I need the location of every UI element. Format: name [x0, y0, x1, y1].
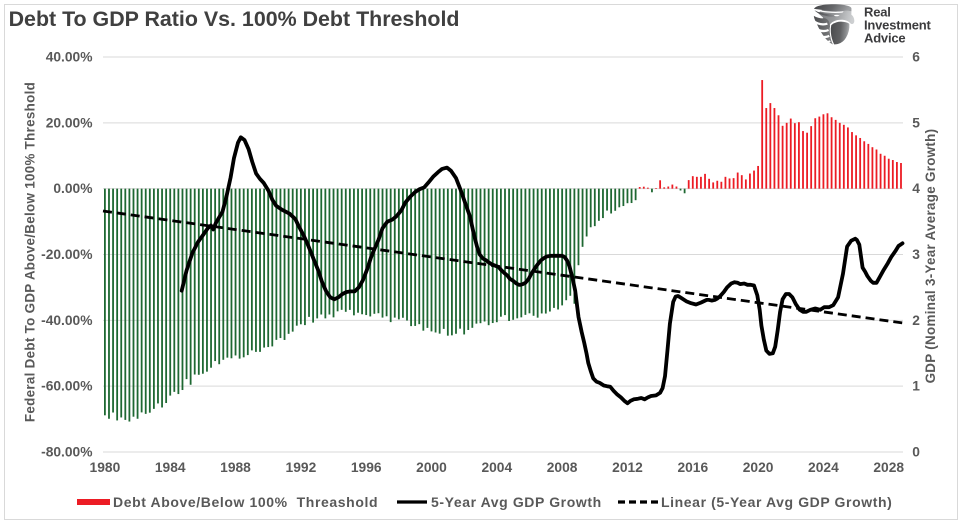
- svg-text:-60.00%: -60.00%: [41, 379, 92, 394]
- svg-text:2000: 2000: [416, 460, 447, 475]
- svg-text:40.00%: 40.00%: [46, 50, 93, 65]
- svg-text:4: 4: [912, 181, 920, 196]
- svg-text:1980: 1980: [90, 460, 121, 475]
- svg-text:0.00%: 0.00%: [53, 181, 92, 196]
- svg-text:Advice: Advice: [864, 31, 905, 46]
- svg-text:2028: 2028: [873, 460, 904, 475]
- svg-text:2020: 2020: [743, 460, 774, 475]
- svg-text:Debt To GDP Ratio Vs. 100% Deb: Debt To GDP Ratio Vs. 100% Debt Threshol…: [9, 7, 460, 31]
- svg-text:2: 2: [912, 313, 920, 328]
- svg-text:-20.00%: -20.00%: [41, 247, 92, 262]
- svg-text:-40.00%: -40.00%: [41, 313, 92, 328]
- svg-text:2012: 2012: [612, 460, 643, 475]
- svg-text:2008: 2008: [547, 460, 578, 475]
- svg-text:0: 0: [912, 445, 920, 460]
- svg-text:20.00%: 20.00%: [46, 115, 93, 130]
- svg-text:Debt Above/Below 100% Threash: Debt Above/Below 100% Threashold: [113, 494, 378, 510]
- svg-text:1984: 1984: [155, 460, 186, 475]
- svg-text:1996: 1996: [351, 460, 382, 475]
- svg-text:Investment: Investment: [864, 18, 932, 33]
- svg-text:2016: 2016: [677, 460, 708, 475]
- svg-text:Linear (5-Year Avg GDP Growth): Linear (5-Year Avg GDP Growth): [661, 494, 892, 510]
- svg-text:2024: 2024: [808, 460, 839, 475]
- svg-text:3: 3: [912, 247, 920, 262]
- svg-text:5-Year Avg GDP Growth: 5-Year Avg GDP Growth: [431, 494, 602, 510]
- svg-text:5: 5: [912, 115, 920, 130]
- svg-text:2004: 2004: [481, 460, 512, 475]
- svg-text:1992: 1992: [286, 460, 317, 475]
- svg-text:1988: 1988: [220, 460, 251, 475]
- svg-text:Federal Debt To GDP Above/Belo: Federal Debt To GDP Above/Below 100% Thr…: [23, 82, 38, 422]
- svg-text:Real: Real: [864, 5, 891, 20]
- svg-text:GDP (Nominal 3-Year Average Gr: GDP (Nominal 3-Year Average Growth): [923, 129, 938, 384]
- svg-text:-80.00%: -80.00%: [41, 445, 92, 460]
- svg-text:1: 1: [912, 379, 920, 394]
- svg-text:6: 6: [912, 50, 920, 65]
